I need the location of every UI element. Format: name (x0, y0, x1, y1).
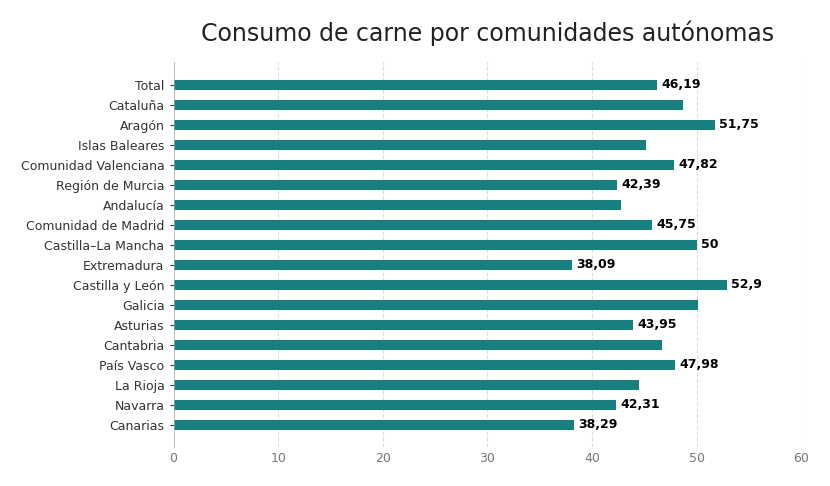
Bar (173, 300, 698, 310)
Bar (173, 120, 715, 130)
Text: 51,75: 51,75 (719, 118, 759, 131)
Bar (173, 160, 674, 170)
Bar (173, 320, 633, 330)
Bar (173, 200, 622, 210)
Text: 52,9: 52,9 (731, 278, 762, 291)
Bar (173, 80, 657, 90)
Text: 50: 50 (701, 238, 718, 251)
Text: 42,31: 42,31 (620, 399, 660, 411)
Text: 38,09: 38,09 (576, 258, 616, 271)
Text: 42,39: 42,39 (621, 178, 661, 191)
Bar (173, 260, 572, 270)
Bar (173, 139, 647, 150)
Text: 45,75: 45,75 (657, 218, 696, 231)
Bar (173, 100, 683, 110)
Bar (173, 220, 652, 230)
Bar (173, 420, 574, 430)
Text: 47,82: 47,82 (678, 158, 718, 171)
Text: 43,95: 43,95 (637, 318, 677, 331)
Text: 46,19: 46,19 (661, 78, 701, 91)
Bar (173, 380, 639, 390)
Bar (173, 400, 616, 410)
Bar (173, 280, 727, 290)
Text: 47,98: 47,98 (680, 358, 719, 371)
Bar (173, 360, 676, 370)
Bar (173, 340, 662, 350)
Text: 38,29: 38,29 (579, 418, 618, 431)
Bar (173, 240, 696, 250)
Bar (173, 180, 617, 190)
Title: Consumo de carne por comunidades autónomas: Consumo de carne por comunidades autónom… (201, 21, 774, 46)
